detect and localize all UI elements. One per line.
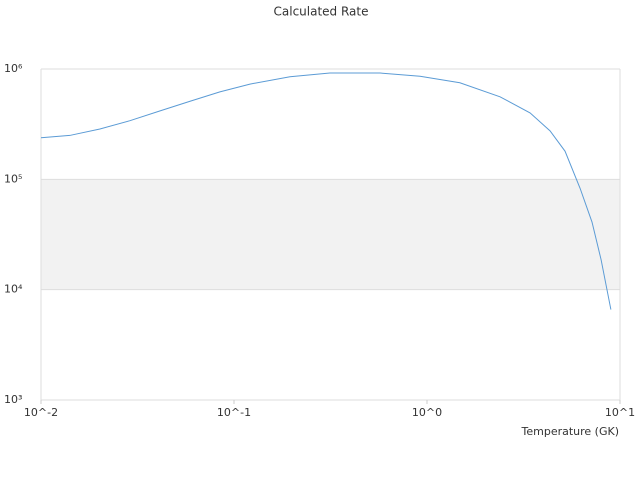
x-tick-label: 10^-1 — [217, 406, 251, 419]
y-tick-label: 10⁶ — [4, 62, 23, 75]
x-axis-label: Temperature (GK) — [521, 425, 620, 438]
line-series — [40, 72, 612, 310]
y-tick-label: 10⁵ — [4, 172, 22, 185]
chart-title: Calculated Rate — [274, 5, 369, 19]
x-tick-label: 10^0 — [412, 406, 442, 419]
y-tick-label: 10³ — [4, 393, 22, 406]
x-tick-label: 10^-2 — [24, 406, 58, 419]
y-tick-label: 10⁴ — [4, 283, 23, 296]
grid-band — [41, 179, 620, 290]
x-tick-label: 10^1 — [605, 406, 635, 419]
